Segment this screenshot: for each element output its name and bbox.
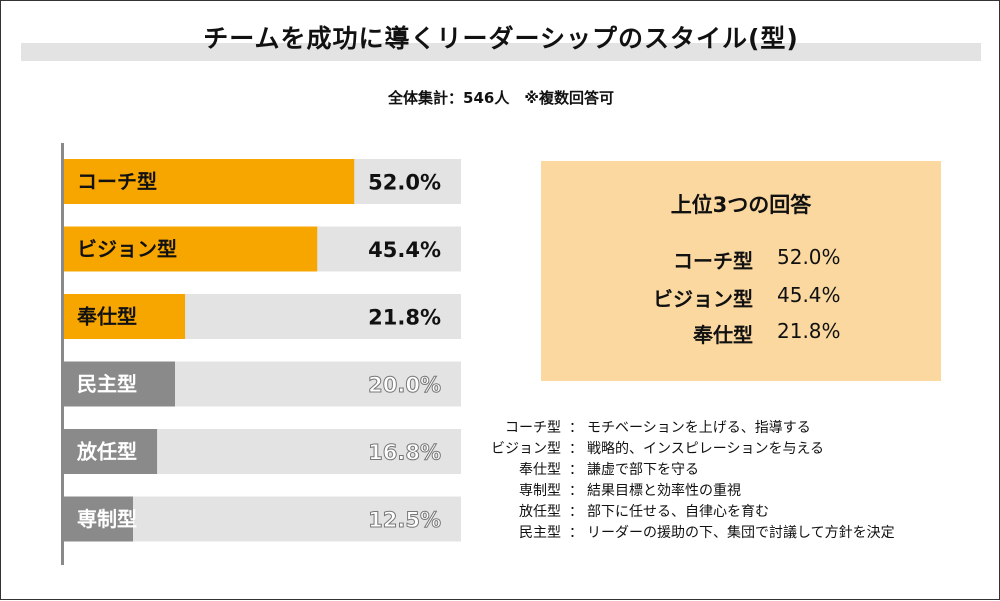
top3-value: 21.8% bbox=[777, 319, 841, 343]
legend-row: 奉仕型 ： 謙虚で部下を守る bbox=[481, 459, 981, 480]
value-label: 12.5% bbox=[368, 508, 441, 532]
bar-track bbox=[63, 361, 461, 407]
legend-separator: ： bbox=[569, 483, 583, 499]
category-label: 放任型 bbox=[76, 440, 137, 464]
legend-term: コーチ型 bbox=[505, 420, 561, 436]
chart-title: チームを成功に導くリーダーシップのスタイル(型) bbox=[203, 24, 799, 53]
legend-row: ビジョン型 ： 戦略的、インスピレーションを与える bbox=[481, 438, 981, 459]
bar bbox=[63, 361, 175, 407]
value-label: 45.4% bbox=[368, 238, 441, 262]
legend-description: 部下に任せる、自律心を育む bbox=[587, 504, 769, 520]
bar bbox=[63, 294, 186, 339]
legend-term: 専制型 bbox=[519, 483, 561, 499]
top3-value: 45.4% bbox=[777, 283, 841, 307]
top3-title: 上位3つの回答 bbox=[670, 193, 812, 217]
legend-row: 放任型 ： 部下に任せる、自律心を育む bbox=[481, 501, 981, 522]
bar bbox=[63, 429, 158, 474]
category-label: コーチ型 bbox=[77, 170, 157, 194]
bar-track bbox=[63, 496, 461, 542]
bar bbox=[63, 496, 133, 542]
legend-separator: ： bbox=[569, 462, 583, 478]
legend-separator: ： bbox=[569, 525, 583, 541]
bar-track bbox=[63, 159, 461, 204]
legend-separator: ： bbox=[569, 420, 583, 436]
legend-term: 放任型 bbox=[519, 504, 561, 520]
top3-name: ビジョン型 bbox=[653, 287, 753, 311]
legend-term: 奉仕型 bbox=[519, 462, 561, 478]
value-label: 20.0% bbox=[368, 373, 441, 397]
top3-row: ビジョン型 45.4% bbox=[541, 283, 941, 313]
top3-value: 52.0% bbox=[777, 245, 841, 269]
top3-row: コーチ型 52.0% bbox=[541, 245, 941, 275]
bar bbox=[63, 159, 355, 204]
legend-row: 専制型 ： 結果目標と効率性の重視 bbox=[481, 480, 981, 501]
category-label: 専制型 bbox=[77, 507, 137, 531]
bar-track bbox=[63, 429, 461, 474]
legend-description: モチベーションを上げる、指導する bbox=[587, 420, 811, 436]
category-label: ビジョン型 bbox=[77, 237, 177, 261]
legend-term: ビジョン型 bbox=[491, 441, 561, 457]
top3-panel: 上位3つの回答 コーチ型 52.0% ビジョン型 45.4% 奉仕型 21.8% bbox=[541, 161, 941, 381]
legend-description: 結果目標と効率性の重視 bbox=[587, 483, 741, 499]
value-label: 52.0% bbox=[368, 171, 441, 195]
style-legend: コーチ型 ： モチベーションを上げる、指導する ビジョン型 ： 戦略的、インスピ… bbox=[481, 417, 981, 543]
value-label: 21.8% bbox=[368, 306, 441, 330]
category-label: 民主型 bbox=[77, 372, 137, 396]
top3-row: 奉仕型 21.8% bbox=[541, 319, 941, 349]
legend-separator: ： bbox=[569, 441, 583, 457]
value-label: 16.8% bbox=[368, 441, 441, 465]
chart-subtitle: 全体集計：546人 ※複数回答可 bbox=[388, 89, 614, 107]
legend-term: 民主型 bbox=[519, 525, 561, 541]
bar-track bbox=[63, 226, 461, 272]
bar bbox=[63, 226, 318, 272]
category-axis-line bbox=[61, 143, 64, 565]
legend-description: 戦略的、インスピレーションを与える bbox=[587, 441, 825, 457]
legend-row: コーチ型 ： モチベーションを上げる、指導する bbox=[481, 417, 981, 438]
bar-track bbox=[63, 294, 461, 339]
legend-separator: ： bbox=[569, 504, 583, 520]
category-label: 奉仕型 bbox=[76, 305, 137, 329]
legend-row: 民主型 ： リーダーの援助の下、集団で討議して方針を決定 bbox=[481, 522, 981, 543]
legend-description: リーダーの援助の下、集団で討議して方針を決定 bbox=[587, 525, 895, 541]
top3-name: 奉仕型 bbox=[693, 323, 753, 347]
title-band bbox=[21, 43, 981, 61]
top3-name: コーチ型 bbox=[673, 249, 753, 273]
legend-description: 謙虚で部下を守る bbox=[587, 462, 699, 478]
